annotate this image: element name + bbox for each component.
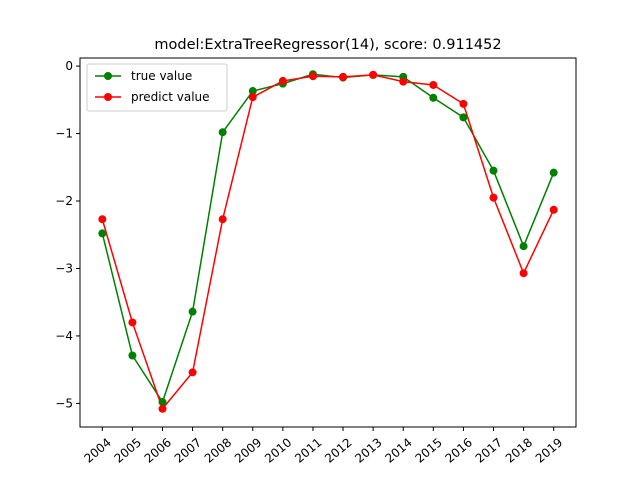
series-line-predict-value bbox=[101, 74, 555, 410]
data-point-predict-value bbox=[278, 76, 287, 85]
y-tick-label: −1 bbox=[55, 127, 73, 141]
data-point-predict-value bbox=[489, 193, 498, 202]
data-point-predict-value bbox=[188, 368, 197, 377]
data-point-true-value bbox=[188, 307, 197, 316]
y-tick-label: −3 bbox=[55, 261, 73, 275]
data-point-predict-value bbox=[218, 215, 227, 224]
data-point-true-value bbox=[429, 93, 438, 102]
data-point-true-value bbox=[248, 87, 257, 96]
y-tick-label: −4 bbox=[55, 329, 73, 343]
axes-frame bbox=[79, 57, 577, 428]
legend-label-true-value: true value bbox=[131, 69, 192, 83]
data-point-predict-value bbox=[98, 215, 107, 224]
data-point-predict-value bbox=[459, 99, 468, 108]
data-point-predict-value bbox=[158, 404, 167, 413]
chart-title: model:ExtraTreeRegressor(14), score: 0.9… bbox=[154, 37, 501, 53]
data-point-true-value bbox=[459, 113, 468, 122]
y-tick-label: −2 bbox=[55, 194, 73, 208]
y-tick-label: 0 bbox=[65, 59, 73, 73]
data-point-true-value bbox=[519, 242, 528, 251]
data-point-true-value bbox=[489, 166, 498, 175]
data-point-predict-value bbox=[549, 205, 558, 214]
data-point-true-value bbox=[218, 128, 227, 137]
legend-frame bbox=[86, 63, 228, 112]
data-point-predict-value bbox=[519, 269, 528, 278]
series-markers bbox=[98, 70, 558, 413]
data-point-predict-value bbox=[429, 80, 438, 89]
data-point-true-value bbox=[128, 351, 137, 360]
legend-marker-predict-value bbox=[104, 93, 112, 101]
legend-marker-true-value bbox=[104, 72, 112, 80]
data-point-predict-value bbox=[128, 318, 137, 327]
y-tick-label: −5 bbox=[55, 396, 73, 410]
data-point-predict-value bbox=[369, 70, 378, 79]
data-point-true-value bbox=[98, 229, 107, 238]
data-point-predict-value bbox=[399, 77, 408, 86]
legend-label-predict-value: predict value bbox=[131, 90, 210, 104]
data-point-true-value bbox=[158, 398, 167, 407]
y-axis: 0 −1 −2 −3 −4 −5 bbox=[55, 59, 80, 410]
data-point-predict-value bbox=[248, 93, 257, 102]
data-point-predict-value bbox=[339, 72, 348, 81]
series-lines bbox=[101, 73, 555, 410]
legend: true value predict value bbox=[86, 63, 228, 112]
data-point-true-value bbox=[549, 168, 558, 177]
data-point-predict-value bbox=[308, 72, 317, 81]
